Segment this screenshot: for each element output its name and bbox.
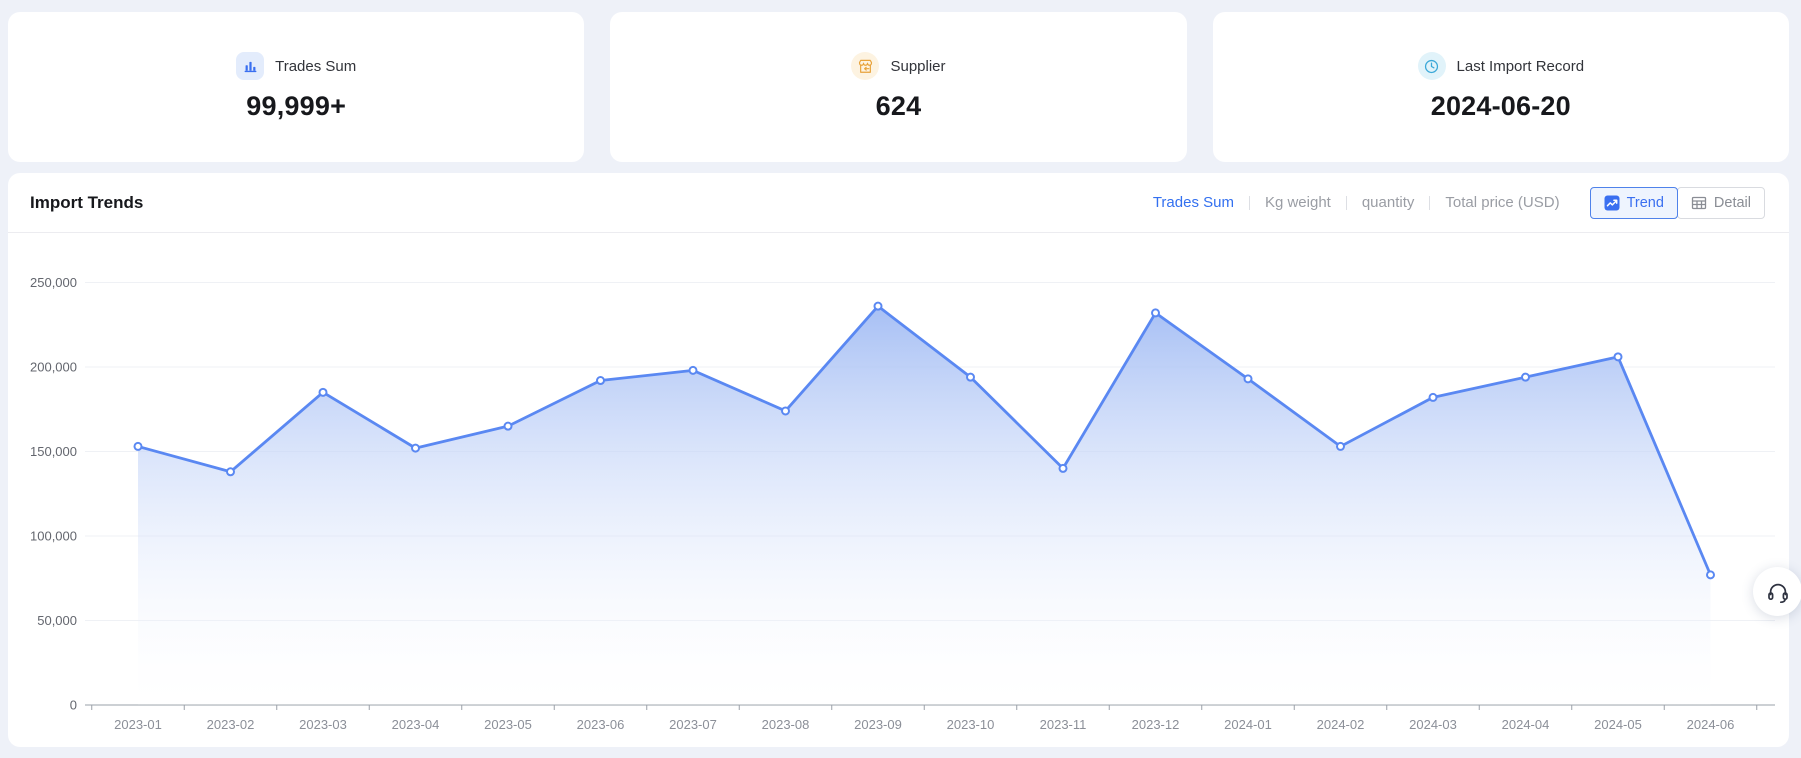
header-controls: Trades Sum Kg weight quantity Total pric… bbox=[1153, 186, 1765, 219]
stats-card-supplier: Supplier 624 bbox=[610, 12, 1187, 162]
y-tick-label: 0 bbox=[70, 698, 77, 713]
y-tick-label: 50,000 bbox=[37, 613, 77, 628]
trend-line bbox=[136, 304, 1712, 577]
tab-divider bbox=[1248, 195, 1250, 210]
data-point-marker bbox=[318, 387, 328, 397]
data-point-marker bbox=[781, 406, 790, 416]
tab-kg-weight[interactable]: Kg weight bbox=[1264, 194, 1331, 211]
view-toggle: Trend Detail bbox=[1589, 186, 1765, 219]
table-icon bbox=[1691, 195, 1707, 211]
x-tick-label: 2023-10 bbox=[947, 717, 995, 732]
x-tick-label: 2024-01 bbox=[1224, 717, 1272, 732]
metric-tabs: Trades Sum Kg weight quantity Total pric… bbox=[1153, 194, 1560, 211]
card-value: 99,999+ bbox=[246, 91, 347, 121]
tab-quantity[interactable]: quantity bbox=[1361, 194, 1415, 211]
data-point-marker bbox=[966, 372, 975, 382]
card-head: Supplier bbox=[851, 52, 946, 80]
data-point-marker bbox=[873, 301, 883, 311]
card-label: Trades Sum bbox=[275, 57, 357, 75]
x-tick-label: 2023-08 bbox=[762, 717, 810, 732]
x-tick-label: 2024-05 bbox=[1594, 717, 1642, 732]
data-point-marker bbox=[1706, 570, 1715, 580]
x-tick-label: 2023-06 bbox=[577, 717, 625, 732]
x-tick-label: 2023-09 bbox=[854, 717, 902, 732]
panel-header: Import Trends Trades Sum Kg weight quant… bbox=[8, 173, 1789, 233]
data-point-marker bbox=[411, 443, 420, 453]
stats-card-last-import: Last Import Record 2024-06-20 bbox=[1212, 12, 1789, 162]
x-tick-label: 2023-11 bbox=[1040, 717, 1087, 732]
bar-chart-icon bbox=[236, 52, 265, 80]
data-point-marker bbox=[1151, 308, 1160, 318]
y-tick-label: 150,000 bbox=[30, 444, 77, 459]
detail-button-label: Detail bbox=[1713, 194, 1751, 211]
card-value: 2024-06-20 bbox=[1430, 91, 1571, 121]
data-point-marker bbox=[1336, 441, 1345, 451]
x-tick-label: 2023-12 bbox=[1132, 717, 1180, 732]
x-tick-label: 2023-02 bbox=[207, 717, 255, 732]
data-point-marker bbox=[503, 421, 513, 431]
card-value: 624 bbox=[875, 91, 922, 121]
y-tick-label: 250,000 bbox=[30, 275, 77, 290]
tab-divider bbox=[1345, 195, 1347, 210]
data-point-marker bbox=[1613, 352, 1623, 362]
y-tick-label: 200,000 bbox=[30, 360, 77, 375]
data-point-marker bbox=[226, 467, 235, 477]
detail-button[interactable]: Detail bbox=[1676, 186, 1765, 219]
trend-button-label: Trend bbox=[1626, 194, 1664, 211]
tab-total-price[interactable]: Total price (USD) bbox=[1445, 194, 1560, 211]
clock-icon bbox=[1417, 52, 1446, 80]
data-point-marker bbox=[688, 365, 698, 375]
y-tick-label: 100,000 bbox=[30, 529, 77, 544]
x-tick-label: 2024-02 bbox=[1317, 717, 1365, 732]
x-tick-label: 2024-03 bbox=[1409, 717, 1457, 732]
card-head: Trades Sum bbox=[236, 52, 356, 80]
tab-trades-sum[interactable]: Trades Sum bbox=[1152, 194, 1234, 211]
headset-icon bbox=[1766, 580, 1790, 604]
x-tick-label: 2023-03 bbox=[299, 717, 347, 732]
import-trends-chart: 0 50,000 100,000 150,000 200,000 250,000 2023-… bbox=[30, 275, 1775, 732]
x-tick-label: 2023-04 bbox=[392, 717, 440, 732]
card-label: Supplier bbox=[890, 57, 946, 75]
data-point-marker bbox=[1243, 374, 1253, 384]
x-tick-label: 2023-07 bbox=[669, 717, 717, 732]
data-point-marker bbox=[1428, 392, 1438, 402]
x-tick-label: 2023-05 bbox=[484, 717, 532, 732]
x-tick-label: 2024-04 bbox=[1502, 717, 1550, 732]
trend-icon bbox=[1604, 195, 1620, 211]
support-fab-button[interactable] bbox=[1753, 567, 1801, 616]
stats-row: Trades Sum 99,999+ Supplier 624 bbox=[8, 12, 1789, 162]
stats-card-trades-sum: Trades Sum 99,999+ bbox=[8, 12, 585, 162]
card-head: Last Import Record bbox=[1417, 52, 1585, 80]
data-point-marker bbox=[133, 441, 143, 451]
data-point-marker bbox=[1521, 372, 1530, 382]
data-point-marker bbox=[1058, 463, 1068, 473]
x-tick-label: 2023-01 bbox=[114, 717, 162, 732]
data-point-marker bbox=[596, 376, 605, 386]
tab-divider bbox=[1429, 195, 1431, 210]
import-trends-panel: Import Trends Trades Sum Kg weight quant… bbox=[8, 173, 1789, 747]
trend-button[interactable]: Trend bbox=[1589, 186, 1678, 219]
page-title: Import Trends bbox=[30, 192, 144, 212]
x-tick-label: 2024-06 bbox=[1687, 717, 1735, 732]
storefront-icon bbox=[851, 52, 880, 80]
card-label: Last Import Record bbox=[1456, 57, 1585, 75]
area-fill bbox=[138, 306, 1711, 705]
